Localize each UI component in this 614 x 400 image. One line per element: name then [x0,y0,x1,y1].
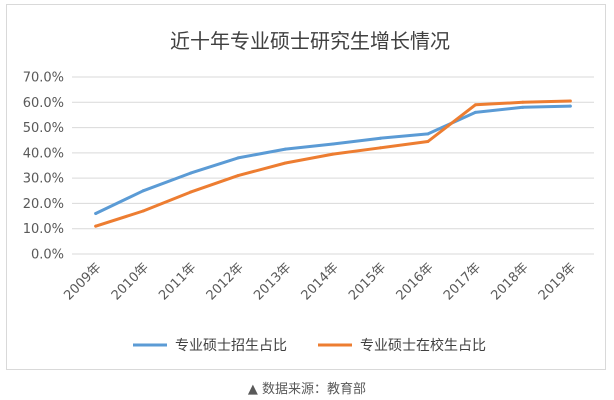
y-tick-label: 40.0% [23,146,64,161]
data-point [284,147,288,151]
series-line-enrollment [94,104,572,215]
series-line-in-school [94,99,572,228]
x-tick-label: 2016年 [394,260,437,303]
chart-title: 近十年专业硕士研究生增长情况 [170,29,450,53]
data-point [568,99,572,103]
x-axis: 2009年 2010年 2011年 2012年 2013年 2014年 2015年 2016年… [61,260,579,303]
data-point [473,103,477,107]
y-axis: 0.0% 10.0% 20.0% 30.0% 40.0% 50.0% 60.0% 70.0% [23,71,64,263]
y-tick-label: 20.0% [23,197,64,212]
y-tick-label: 70.0% [23,71,64,86]
chart-frame [6,4,606,370]
data-point [521,105,525,109]
data-point [94,224,98,228]
x-tick-label: 2018年 [488,260,531,303]
x-tick-label: 2009年 [61,260,104,303]
data-point [568,104,572,108]
legend: 专业硕士招生占比 专业硕士在校生占比 [133,337,486,354]
data-point [236,156,240,160]
x-tick-label: 2012年 [204,260,247,303]
data-point [426,139,430,143]
x-tick-label: 2017年 [441,260,484,303]
x-tick-label: 2019年 [536,260,579,303]
x-tick-label: 2010年 [109,260,152,303]
data-point [189,190,193,194]
data-point [189,171,193,175]
data-point [473,110,477,114]
series-lines [94,99,572,228]
x-tick-label: 2014年 [299,260,342,303]
data-point [141,189,145,193]
data-point [378,136,382,140]
data-point [236,174,240,178]
line-chart: 近十年专业硕士研究生增长情况 0.0% 10.0% 20.0% 30.0% 40.0% 5… [23,29,594,354]
data-point [331,142,335,146]
y-tick-label: 50.0% [23,121,64,136]
data-point [94,212,98,216]
x-tick-label: 2015年 [346,260,389,303]
y-tick-label: 10.0% [23,222,64,237]
data-point [284,161,288,165]
y-tick-label: 60.0% [23,96,64,111]
x-tick-label: 2011年 [156,260,199,303]
data-point [141,209,145,213]
source-note: ▲ 数据来源：教育部 [247,382,367,397]
data-point [426,132,430,136]
data-point [378,146,382,150]
legend-label: 专业硕士在校生占比 [360,337,486,354]
legend-label: 专业硕士招生占比 [175,338,287,354]
y-tick-label: 0.0% [31,248,64,263]
data-point [331,152,335,156]
y-tick-label: 30.0% [23,172,64,187]
data-point [521,100,525,104]
x-tick-label: 2013年 [251,260,294,303]
